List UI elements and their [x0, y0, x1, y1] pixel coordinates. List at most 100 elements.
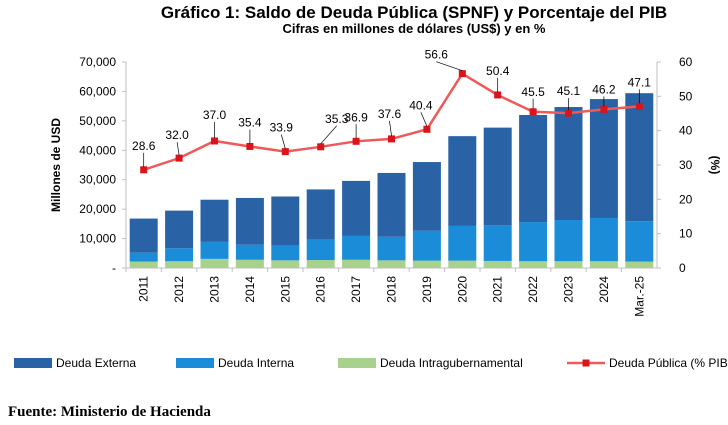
x-tick-label: 2024: [597, 276, 611, 303]
line-marker: [317, 143, 325, 151]
bar-deuda-intragubernamental: [271, 260, 300, 268]
line-marker: [600, 105, 608, 113]
y-tick-label: 40,000: [79, 143, 116, 157]
data-label: 47.1: [628, 75, 652, 89]
x-tick-label: 2020: [455, 276, 469, 303]
bar-deuda-externa: [625, 93, 654, 222]
bar-deuda-interna: [519, 222, 548, 262]
y-tick-label: 30,000: [79, 173, 116, 187]
data-label: 36.9: [344, 110, 368, 124]
bar-deuda-interna: [412, 230, 441, 261]
bar-deuda-interna: [483, 225, 512, 261]
bar-deuda-externa: [165, 210, 194, 249]
line-marker: [423, 125, 431, 133]
data-label: 37.0: [203, 108, 227, 122]
chart-subtitle: Cifras en millones de dólares (US$) y en…: [283, 21, 546, 36]
y2-axis-label: (%): [708, 156, 722, 175]
bar-deuda-intragubernamental: [129, 261, 158, 268]
bar-deuda-externa: [306, 189, 335, 240]
legend-label: Deuda Pública (% PIB): [609, 356, 728, 370]
line-marker: [388, 135, 395, 143]
y2-tick-label: 50: [679, 89, 693, 103]
data-label: 40.4: [409, 98, 433, 112]
data-label-leader: [420, 112, 428, 127]
bar-deuda-externa: [448, 136, 477, 226]
legend-label: Deuda Intragubernamental: [380, 356, 523, 370]
line-marker: [529, 108, 537, 116]
bar-deuda-externa: [519, 114, 548, 223]
bar-series: [129, 93, 654, 268]
bar-deuda-externa: [483, 127, 512, 226]
data-label: 35.4: [238, 115, 262, 129]
y2-tick-label: 20: [679, 192, 693, 206]
data-label: 45.5: [521, 85, 545, 99]
data-label: 28.6: [132, 139, 156, 153]
bar-deuda-interna: [625, 221, 654, 262]
bar-deuda-interna: [554, 220, 583, 262]
x-tick-label: 2017: [349, 276, 363, 303]
data-label: 50.4: [486, 64, 510, 78]
bar-deuda-intragubernamental: [306, 260, 335, 268]
line-marker: [494, 91, 502, 99]
bar-deuda-interna: [165, 248, 194, 262]
y2-tick-label: 0: [679, 261, 686, 275]
bar-deuda-intragubernamental: [589, 261, 618, 268]
bar-deuda-intragubernamental: [235, 259, 264, 268]
bar-deuda-intragubernamental: [412, 260, 441, 268]
y-tick-label: 60,000: [79, 84, 116, 98]
bar-deuda-intragubernamental: [165, 261, 194, 268]
bar-deuda-externa: [200, 199, 229, 242]
y-axis-label: Millones de USD: [49, 118, 63, 212]
x-tick-label: 2019: [420, 276, 434, 303]
legend-swatch: [14, 358, 52, 368]
x-tick-label: 2016: [314, 276, 328, 303]
bar-deuda-externa: [129, 218, 158, 253]
y-tick-label: -: [112, 261, 116, 275]
line-series: 28.6 32.0 37.0 35.4 33.9 35.336.9 37.6 40.4 56.6…: [132, 48, 651, 174]
line-marker: [565, 109, 572, 117]
data-label-leader: [436, 61, 463, 72]
line-marker: [140, 166, 148, 174]
data-label: 35.3: [325, 112, 349, 126]
data-label: 46.2: [592, 82, 616, 96]
bar-deuda-interna: [448, 225, 477, 261]
y-tick-label: 10,000: [79, 232, 116, 246]
line-marker: [175, 154, 183, 162]
bar-deuda-intragubernamental: [377, 260, 406, 268]
chart-title: Gráfico 1: Saldo de Deuda Pública (SPNF)…: [161, 3, 667, 22]
x-tick-label: 2023: [562, 276, 576, 303]
line-marker: [246, 142, 254, 150]
x-tick-label: 2021: [491, 276, 505, 303]
legend-label: Deuda Interna: [218, 356, 294, 370]
source-note: Fuente: Ministerio de Hacienda: [8, 404, 211, 420]
y-tick-label: 20,000: [79, 202, 116, 216]
bar-deuda-interna: [377, 236, 406, 261]
data-label-leader: [389, 120, 392, 136]
data-label-leader: [176, 142, 180, 156]
legend-label: Deuda Externa: [56, 356, 136, 370]
line-marker: [352, 137, 360, 145]
data-label: 32.0: [165, 128, 189, 142]
y2-tick-label: 10: [679, 227, 693, 241]
line-marker: [211, 137, 218, 145]
x-tick-label: 2018: [385, 276, 399, 303]
bar-deuda-interna: [306, 239, 335, 261]
bar-deuda-interna: [589, 217, 618, 262]
bar-deuda-externa: [235, 197, 264, 245]
x-tick-label: 2013: [208, 276, 222, 303]
bar-deuda-intragubernamental: [448, 260, 477, 268]
line-marker: [635, 102, 643, 110]
bar-deuda-externa: [589, 99, 618, 218]
bar-deuda-interna: [129, 252, 158, 262]
data-label: 37.6: [378, 107, 402, 121]
data-label-leader: [280, 134, 286, 149]
x-tick-label: 2011: [137, 276, 151, 302]
bar-deuda-externa: [271, 196, 300, 246]
line-marker: [458, 70, 466, 78]
bar-deuda-intragubernamental: [625, 261, 654, 268]
x-tick-label: 2014: [243, 276, 257, 303]
legend-swatch: [338, 358, 376, 368]
x-tick-label: 2012: [172, 276, 186, 303]
bar-deuda-interna: [200, 241, 229, 259]
